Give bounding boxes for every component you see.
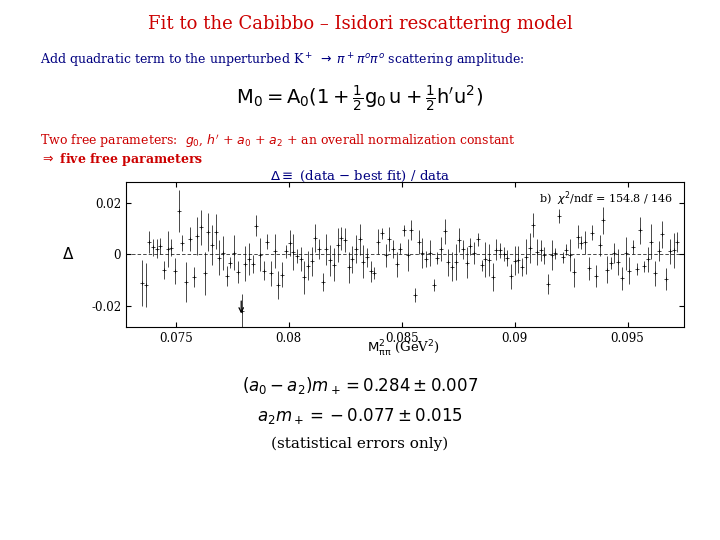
Text: (statistical errors only): (statistical errors only) xyxy=(271,436,449,451)
Text: Add quadratic term to the unperturbed K$^+$ $\rightarrow$ $\pi^+\pi^o\pi^o$ scat: Add quadratic term to the unperturbed K$… xyxy=(40,51,524,70)
Text: b)  $\chi^2$/ndf = 154.8 / 146: b) $\chi^2$/ndf = 154.8 / 146 xyxy=(539,189,673,208)
Text: $\Rightarrow$ five free parameters: $\Rightarrow$ five free parameters xyxy=(40,151,203,168)
Text: $(a_0 - a_2)m_+ = 0.284 \pm 0.007$: $(a_0 - a_2)m_+ = 0.284 \pm 0.007$ xyxy=(242,375,478,396)
Text: $a_2 m_+ = -0.077 \pm 0.015$: $a_2 m_+ = -0.077 \pm 0.015$ xyxy=(257,406,463,426)
Text: $\mathrm{M_{\pi\pi}^2}$ (GeV$^2$): $\mathrm{M_{\pi\pi}^2}$ (GeV$^2$) xyxy=(366,339,440,359)
Text: $\Delta$: $\Delta$ xyxy=(62,246,75,262)
Text: $\Delta \equiv$ (data $-$ best fit) / data: $\Delta \equiv$ (data $-$ best fit) / da… xyxy=(270,168,450,184)
Text: Two free parameters:  $g_0$, $h^{\prime}$ + $a_0$ + $a_2$ + an overall normaliza: Two free parameters: $g_0$, $h^{\prime}$… xyxy=(40,132,516,150)
Text: $\mathrm{M_0 = A_0(1+\frac{1}{2}g_0\,u+\frac{1}{2}h^{\prime}u^2)}$: $\mathrm{M_0 = A_0(1+\frac{1}{2}g_0\,u+\… xyxy=(236,84,484,114)
Text: Fit to the Cabibbo – Isidori rescattering model: Fit to the Cabibbo – Isidori rescatterin… xyxy=(148,15,572,33)
